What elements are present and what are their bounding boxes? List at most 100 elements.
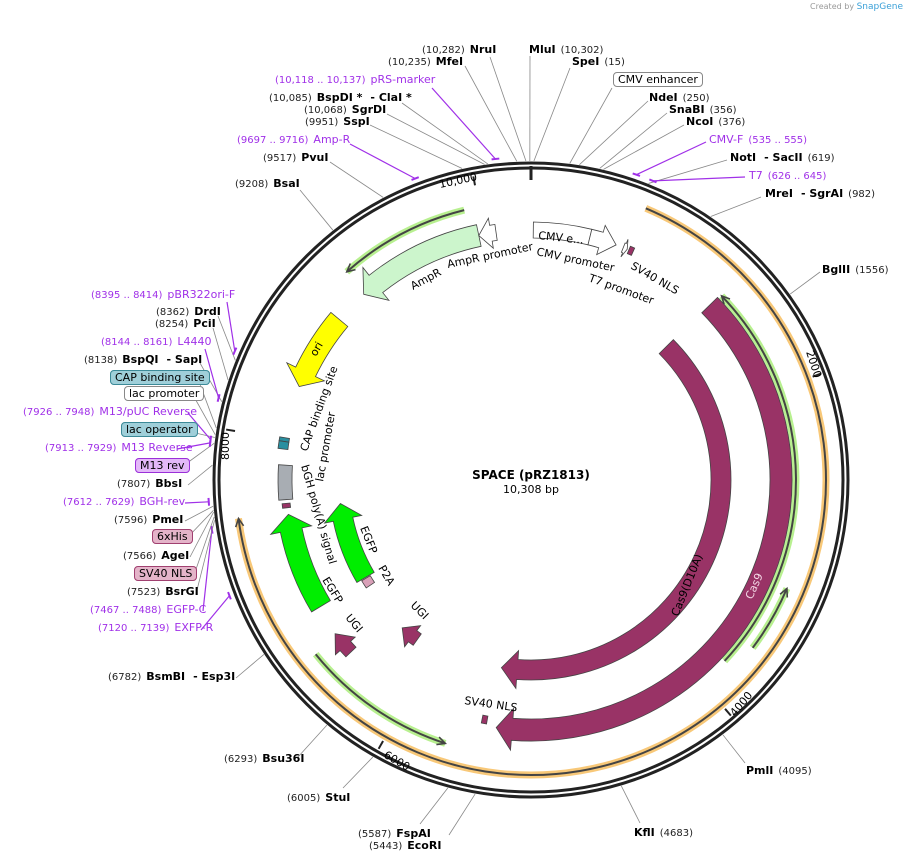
feature-egfp[interactable] — [269, 513, 331, 613]
enzyme-site-mlui[interactable]: MluI (10,302) — [529, 44, 608, 57]
tick-label-10000: 10,000 — [438, 170, 478, 191]
enzyme-site-spei[interactable]: SpeI (15) — [572, 56, 630, 69]
site-name-secondary: - ClaI * — [370, 91, 412, 104]
enzyme-site-ecori[interactable]: (5443) EcoRI — [364, 840, 441, 853]
orf-arrowhead-icon — [234, 516, 245, 528]
feature-lac-promoter[interactable] — [277, 440, 290, 451]
enzyme-site-snabi[interactable]: SnaBI (356) — [669, 104, 742, 117]
enzyme-site-drdi[interactable]: (8362) DrdI — [151, 306, 221, 319]
feature-tag-cap-binding-site[interactable]: CAP binding site — [110, 370, 210, 385]
feature-tag-lac-promoter[interactable]: lac promoter — [124, 386, 205, 401]
feature-t7-promoter[interactable] — [620, 239, 629, 258]
orf-green[interactable] — [314, 653, 446, 745]
leader-line — [187, 412, 212, 440]
enzyme-site-bsai[interactable]: (9208) BsaI — [230, 178, 300, 191]
feature-label-sv40-nls-bottom[interactable]: SV40 NLS — [464, 694, 519, 714]
primer-mark — [216, 394, 221, 403]
enzyme-site-stui[interactable]: (6005) StuI — [282, 792, 350, 805]
site-name: DrdI — [194, 305, 221, 318]
primer-m13-puc-reverse[interactable]: (7926 .. 7948) M13/pUC Reverse — [18, 406, 197, 419]
feature-6xhis[interactable] — [281, 502, 292, 509]
feature-label-cmv-enhancer[interactable]: CMV e... — [538, 229, 585, 247]
leader-line — [235, 654, 265, 679]
site-position: (250) — [682, 93, 710, 104]
feature-p2a[interactable] — [361, 575, 376, 589]
primer-exfp-r[interactable]: (7120 .. 7139) EXFP-R — [93, 622, 213, 635]
enzyme-site-bsmbi[interactable]: (6782) BsmBI - Esp3I — [103, 671, 235, 684]
primer-l4440[interactable]: (8144 .. 8161) L4440 — [96, 336, 212, 349]
feature-tag-label: SV40 NLS — [134, 566, 198, 581]
enzyme-site-bglii[interactable]: BglII (1556) — [822, 264, 893, 277]
snapgene-logo-text[interactable]: SnapGene — [856, 2, 903, 12]
feature-bgh-poly-a-signal[interactable] — [277, 464, 294, 501]
enzyme-site-bbsi[interactable]: (7807) BbsI — [112, 478, 182, 491]
enzyme-site-ncoi[interactable]: NcoI (376) — [686, 116, 750, 129]
enzyme-site-ndei[interactable]: NdeI (250) — [649, 92, 715, 105]
enzyme-site-pvui[interactable]: (9517) PvuI — [258, 152, 328, 165]
orf-green[interactable] — [346, 209, 465, 273]
feature-cas9-d10a-[interactable] — [500, 339, 732, 690]
primer-bgh-rev[interactable]: (7612 .. 7629) BGH-rev — [58, 496, 185, 509]
feature-tag-m13-rev[interactable]: M13 rev — [135, 458, 190, 473]
enzyme-site-nrui[interactable]: (10,282) NruI — [417, 44, 496, 57]
site-name: PmeI — [152, 513, 184, 526]
site-name-secondary: - SacII — [764, 151, 803, 164]
primer-m13-reverse[interactable]: (7913 .. 7929) M13 Reverse — [40, 442, 193, 455]
backbone-outer-strand[interactable] — [212, 161, 850, 799]
leader-line — [401, 102, 489, 165]
enzyme-site-mrei[interactable]: MreI - SgrAI (982) — [765, 188, 880, 201]
site-name: PmlI — [746, 764, 774, 777]
feature-sv40-nls[interactable] — [480, 714, 489, 725]
feature-sv40-nls[interactable] — [626, 245, 636, 256]
feature-ampr-promoter[interactable] — [478, 217, 498, 250]
primer-t7[interactable]: T7 (626 .. 645) — [749, 170, 831, 183]
primer-egfp-c[interactable]: (7467 .. 7488) EGFP-C — [85, 604, 206, 617]
feature-cas9[interactable] — [495, 296, 793, 752]
primer-mark — [648, 178, 657, 184]
feature-ugi[interactable] — [334, 633, 357, 658]
leader-line — [204, 348, 220, 399]
feature-label-p2a[interactable]: P2A — [375, 563, 397, 588]
enzyme-site-bspdi[interactable]: (10,085) BspDI * - ClaI * — [264, 92, 412, 105]
enzyme-site-pcii[interactable]: (8254) PciI — [150, 318, 216, 331]
orf-green[interactable] — [720, 295, 797, 662]
enzyme-site-kfli[interactable]: KflI (4683) — [634, 827, 698, 840]
leader-line — [195, 520, 215, 595]
enzyme-site-mfei[interactable]: (10,235) MfeI — [383, 56, 463, 69]
enzyme-site-bspqi[interactable]: (8138) BspQI - SapI — [79, 354, 202, 367]
enzyme-site-bsu36i[interactable]: (6293) Bsu36I — [219, 753, 304, 766]
site-name: CMV-F — [709, 133, 744, 146]
orf-green[interactable] — [751, 588, 788, 649]
primer-prs-marker[interactable]: (10,118 .. 10,137) pRS-marker — [270, 74, 435, 87]
feature-label-ugi-outer[interactable]: UGI — [343, 612, 366, 636]
site-name: MfeI — [435, 55, 464, 68]
enzyme-site-agei[interactable]: (7566) AgeI — [118, 550, 189, 563]
feature-ori[interactable] — [285, 311, 349, 387]
enzyme-site-bsrgi[interactable]: (7523) BsrGI — [122, 586, 199, 599]
feature-egfp[interactable] — [323, 502, 375, 584]
feature-ampr[interactable] — [362, 224, 482, 301]
feature-label-ori[interactable]: ori — [307, 340, 325, 359]
leader-line — [722, 734, 746, 764]
feature-ugi[interactable] — [401, 625, 422, 648]
feature-tag-sv40-nls[interactable]: SV40 NLS — [134, 566, 198, 581]
feature-tag-6xhis[interactable]: 6xHis — [152, 529, 193, 544]
primer-amp-r[interactable]: (9697 .. 9716) Amp-R — [232, 134, 350, 147]
enzyme-site-fspai[interactable]: (5587) FspAI — [353, 828, 431, 841]
leader-line — [189, 511, 214, 558]
site-position: (7612 .. 7629) — [63, 497, 135, 508]
primer-pbr322ori-f[interactable]: (8395 .. 8414) pBR322ori-F — [86, 289, 235, 302]
enzyme-site-sgrdi[interactable]: (10,068) SgrDI — [299, 104, 386, 117]
enzyme-site-pmei[interactable]: (7596) PmeI — [109, 514, 183, 527]
feature-tag-lac-operator[interactable]: lac operator — [121, 422, 198, 437]
orf-orange[interactable] — [237, 207, 827, 777]
enzyme-site-pmli[interactable]: PmlI (4095) — [746, 765, 817, 778]
enzyme-site-noti[interactable]: NotI - SacII (619) — [730, 152, 839, 165]
feature-label-ugi-inner[interactable]: UGI — [408, 599, 431, 622]
primer-cmv-f[interactable]: CMV-F (535 .. 555) — [709, 134, 812, 147]
feature-cmv-promoter[interactable] — [587, 224, 617, 256]
enzyme-site-sspi[interactable]: (9951) SspI — [300, 116, 370, 129]
site-name: BbsI — [155, 477, 183, 490]
feature-tag-cmv-enhancer[interactable]: CMV enhancer — [613, 72, 703, 87]
